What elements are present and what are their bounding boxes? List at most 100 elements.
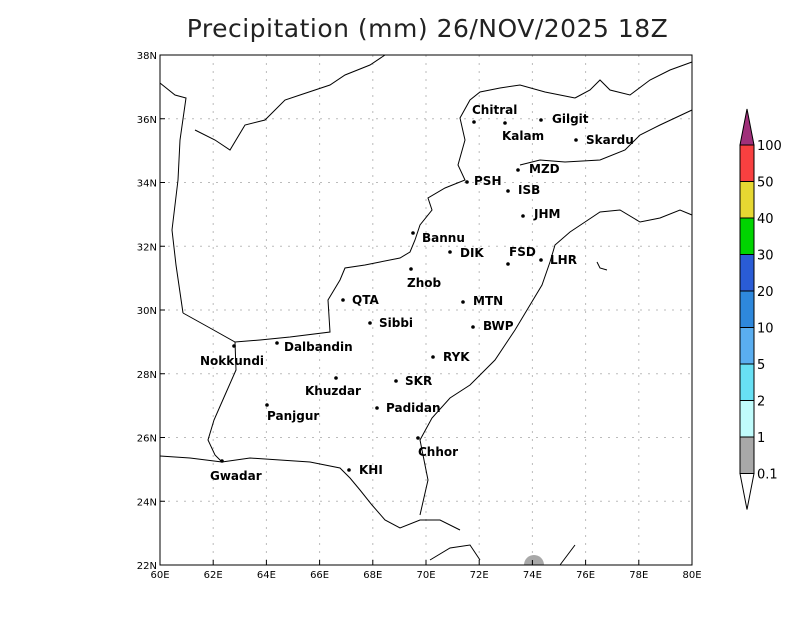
city-dot-icon xyxy=(574,138,578,142)
city-chhor: Chhor xyxy=(416,436,458,459)
colorbar-label: 10 xyxy=(757,322,774,337)
city-dot-icon xyxy=(471,325,475,329)
city-label: Dalbandin xyxy=(284,340,353,354)
colorbar-label: 0.1 xyxy=(757,468,778,483)
india-coast xyxy=(429,544,576,566)
city-nokkundi: Nokkundi xyxy=(200,344,264,368)
coastline xyxy=(159,455,461,531)
city-padidan: Padidan xyxy=(375,401,441,415)
city-psh: PSH xyxy=(465,174,501,188)
lon-tick-label: 70E xyxy=(416,570,435,581)
lat-tick-label: 22N xyxy=(137,561,157,572)
city-label: BWP xyxy=(483,319,514,333)
city-dot-icon xyxy=(232,344,236,348)
lon-tick-label: 68E xyxy=(363,570,382,581)
lat-tick-label: 24N xyxy=(137,497,157,508)
city-dot-icon xyxy=(465,180,469,184)
city-bwp: BWP xyxy=(471,319,514,333)
colorbar-segment xyxy=(739,400,755,438)
city-label: Chhor xyxy=(418,445,458,459)
city-dot-icon xyxy=(516,168,520,172)
lon-tick-label: 62E xyxy=(204,570,223,581)
colorbar-label: 20 xyxy=(757,285,774,300)
pak-afghan-border xyxy=(182,84,576,343)
map-title: Precipitation (mm) 26/NOV/2025 18Z xyxy=(186,14,669,43)
city-dik: DIK xyxy=(448,246,484,260)
city-dot-icon xyxy=(521,214,525,218)
city-dot-icon xyxy=(409,267,413,271)
city-label: Bannu xyxy=(422,231,465,245)
city-skr: SKR xyxy=(394,374,432,388)
lon-tick-label: 74E xyxy=(523,570,542,581)
lat-tick-label: 28N xyxy=(137,370,157,381)
city-dot-icon xyxy=(431,355,435,359)
city-dalbandin: Dalbandin xyxy=(275,340,353,354)
colorbar-label: 40 xyxy=(757,212,774,227)
lon-tick-label: 80E xyxy=(682,570,701,581)
city-label: MZD xyxy=(529,162,560,176)
city-dot-icon xyxy=(472,120,476,124)
city-dot-icon xyxy=(275,341,279,345)
colorbar-label: 100 xyxy=(757,139,782,154)
city-gwadar: Gwadar xyxy=(210,459,262,483)
city-dot-icon xyxy=(220,459,224,463)
borders xyxy=(159,54,693,566)
colorbar: 100 50 40 30 20 10 5 2 1 0.1 xyxy=(739,108,782,510)
colorbar-label: 5 xyxy=(757,358,765,373)
city-label: SKR xyxy=(405,374,432,388)
city-label: Chitral xyxy=(472,103,517,117)
lat-tick-label: 30N xyxy=(137,306,157,317)
city-label: Sibbi xyxy=(379,316,413,330)
colorbar-segment xyxy=(739,254,755,292)
city-ryk: RYK xyxy=(431,350,470,364)
city-label: DIK xyxy=(460,246,484,260)
city-bannu: Bannu xyxy=(411,231,465,245)
colorbar-segment xyxy=(739,217,755,255)
colorbar-label: 50 xyxy=(757,176,774,191)
city-label: Gilgit xyxy=(552,112,589,126)
city-label: LHR xyxy=(550,253,577,267)
city-label: Nokkundi xyxy=(200,354,264,368)
colorbar-segment xyxy=(739,363,755,401)
colorbar-segment xyxy=(739,290,755,328)
city-label: MTN xyxy=(473,294,503,308)
colorbar-label: 1 xyxy=(757,431,765,446)
city-label: FSD xyxy=(509,245,536,259)
colorbar-upper-arrow xyxy=(739,108,755,146)
city-mtn: MTN xyxy=(461,294,503,308)
afghan-iran-border xyxy=(159,82,187,314)
precip-area xyxy=(524,555,544,565)
city-fsd: FSD xyxy=(506,245,536,266)
colorbar-segment xyxy=(739,181,755,219)
lon-tick-label: 76E xyxy=(576,570,595,581)
lon-tick-label: 78E xyxy=(629,570,648,581)
city-isb: ISB xyxy=(506,183,540,197)
lon-tick-label: 60E xyxy=(150,570,169,581)
city-label: Kalam xyxy=(502,129,544,143)
city-label: Panjgur xyxy=(267,409,319,423)
pak-india-border xyxy=(419,209,693,516)
city-label: QTA xyxy=(352,293,379,307)
colorbar-segment xyxy=(739,327,755,365)
city-label: Zhob xyxy=(407,276,441,290)
city-dot-icon xyxy=(411,231,415,235)
graticule xyxy=(160,55,692,565)
city-dot-icon xyxy=(416,436,420,440)
city-zhob: Zhob xyxy=(407,267,441,290)
lon-tick-label: 72E xyxy=(470,570,489,581)
city-dot-icon xyxy=(503,121,507,125)
colorbar-lower-arrow xyxy=(739,473,755,510)
city-qta: QTA xyxy=(341,293,379,307)
china-border xyxy=(574,61,693,99)
city-label: KHI xyxy=(359,463,383,477)
city-label: Gwadar xyxy=(210,469,262,483)
lat-tick-label: 32N xyxy=(137,242,157,253)
colorbar-segment xyxy=(739,436,755,474)
colorbar-segment xyxy=(739,144,755,182)
city-dot-icon xyxy=(347,468,351,472)
city-panjgur: Panjgur xyxy=(265,403,319,423)
city-markers: Chitral Kalam Gilgit Skardu MZD PSH ISB JHM Bann… xyxy=(200,103,634,483)
city-label: Skardu xyxy=(586,133,634,147)
city-dot-icon xyxy=(334,376,338,380)
